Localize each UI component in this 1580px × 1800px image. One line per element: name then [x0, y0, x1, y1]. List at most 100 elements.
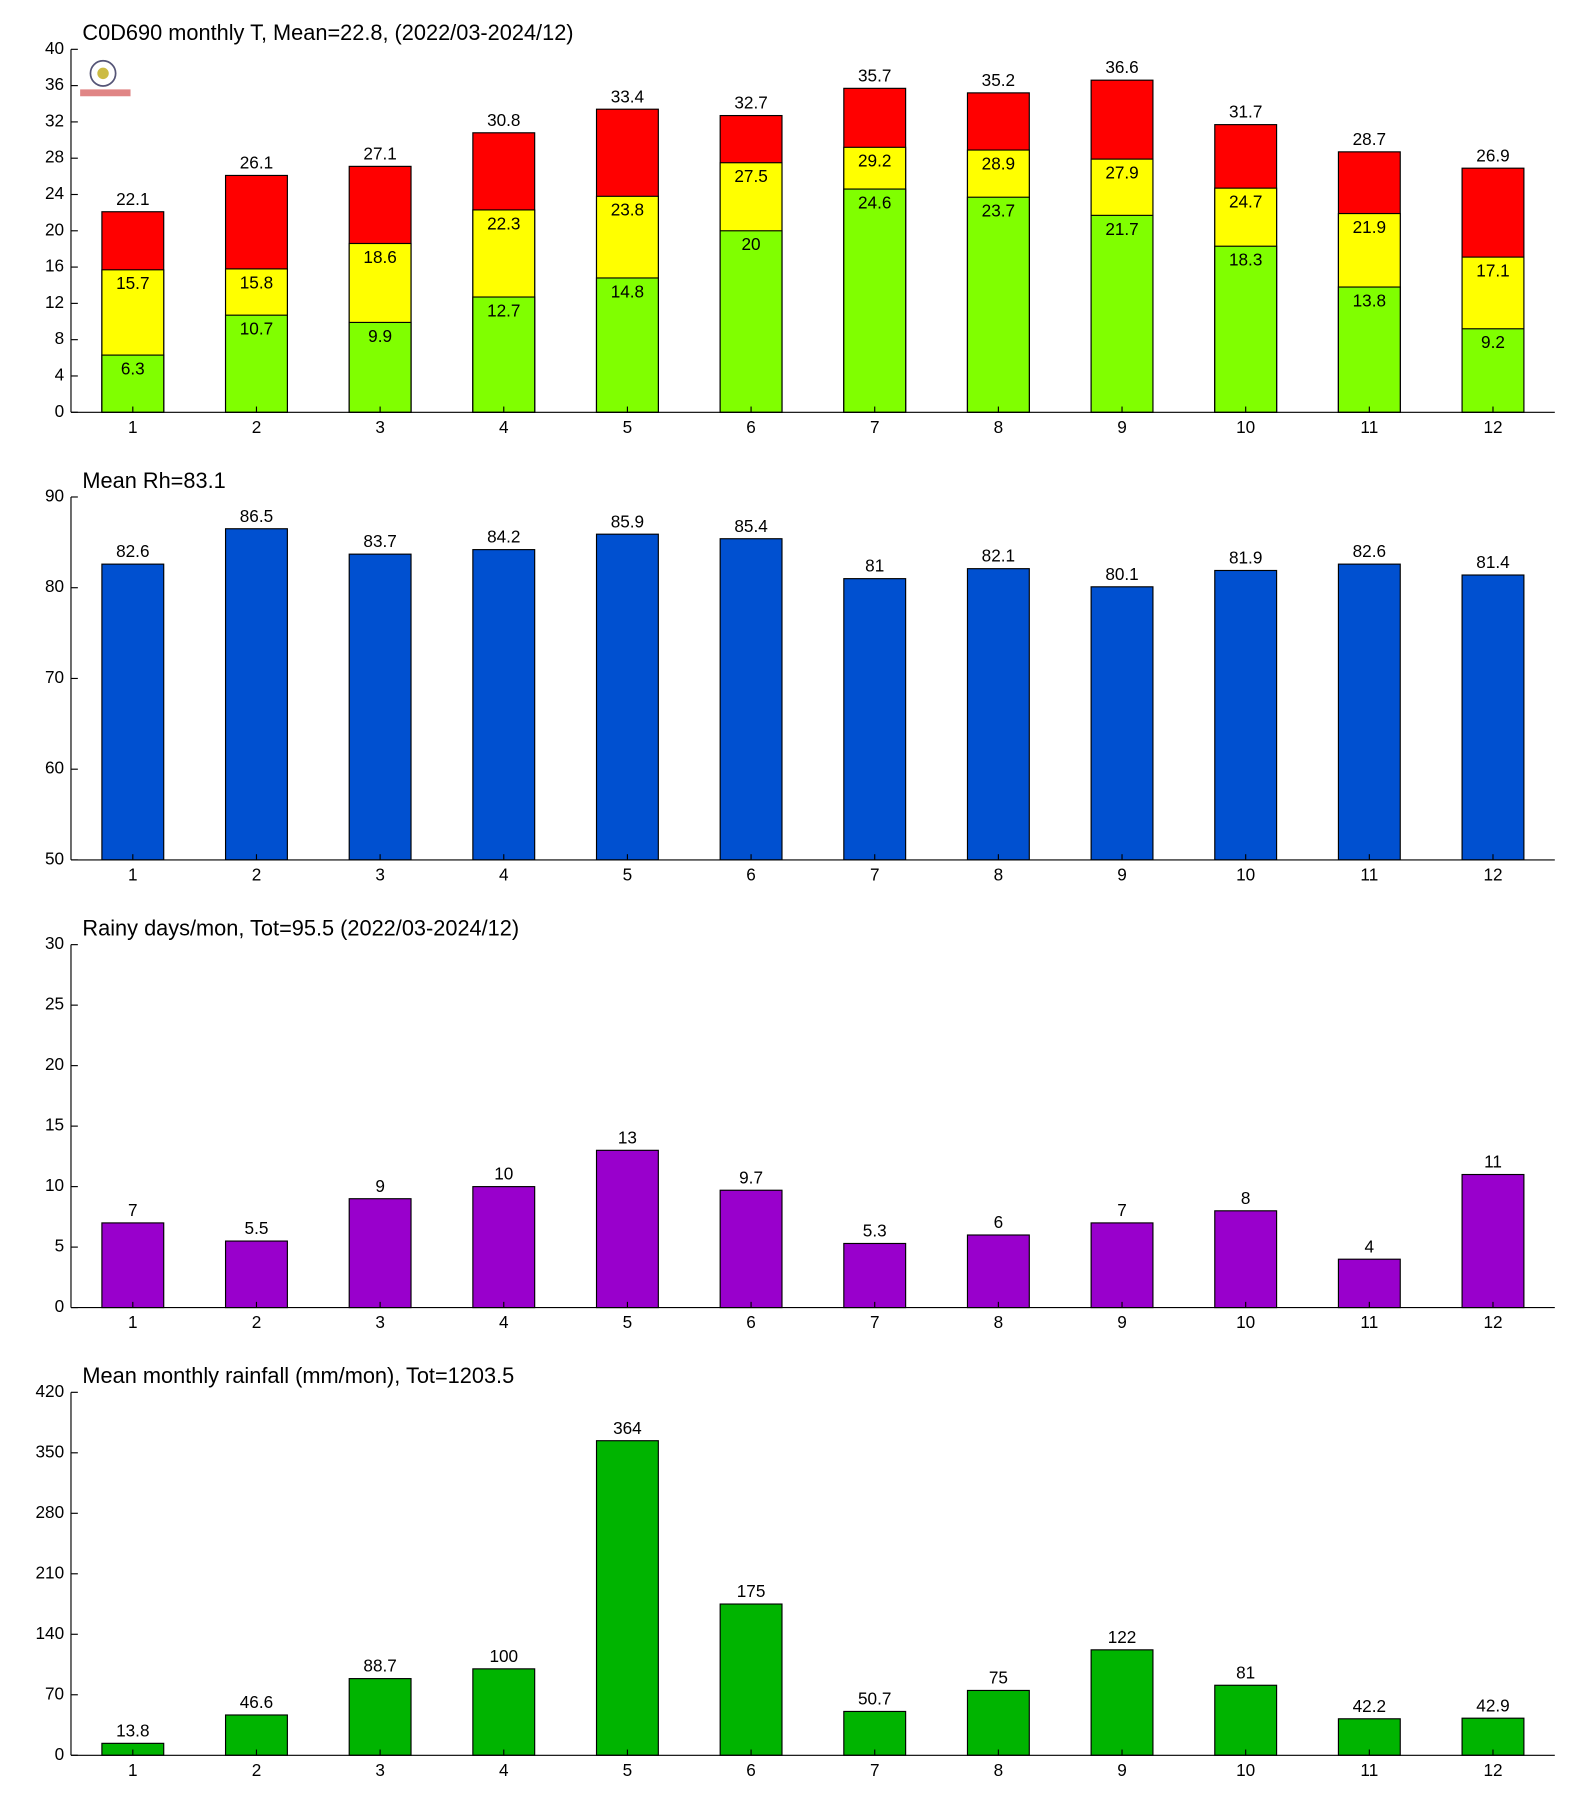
x-tick-label: 3	[375, 1312, 385, 1332]
x-tick-label: 3	[375, 417, 385, 437]
value-label: 18.6	[363, 247, 396, 267]
y-tick-label: 90	[45, 486, 64, 506]
x-tick-label: 7	[870, 1760, 880, 1780]
x-tick-label: 2	[252, 1312, 262, 1332]
value-label: 21.9	[1353, 217, 1386, 237]
y-tick-label: 140	[35, 1623, 64, 1643]
value-label: 5.3	[863, 1221, 887, 1241]
bar	[719, 1603, 783, 1756]
value-label: 9.2	[1481, 332, 1505, 352]
bar	[472, 1186, 536, 1309]
bar	[843, 1710, 907, 1756]
value-label: 83.7	[363, 531, 396, 551]
bar	[348, 1198, 412, 1309]
bar	[472, 549, 536, 861]
x-tick-label: 8	[994, 417, 1004, 437]
bar	[595, 277, 659, 413]
x-tick-label: 12	[1483, 417, 1502, 437]
bar	[1090, 1649, 1154, 1756]
value-label: 26.1	[240, 153, 273, 173]
x-tick-label: 11	[1360, 1760, 1378, 1780]
x-tick-label: 8	[994, 1760, 1004, 1780]
y-tick-label: 30	[45, 933, 64, 953]
y-tick-label: 36	[45, 74, 64, 94]
x-tick-label: 1	[128, 1312, 138, 1332]
value-label: 82.6	[116, 541, 149, 561]
value-label: 35.2	[982, 70, 1015, 90]
y-tick-label: 420	[35, 1381, 64, 1401]
x-tick-label: 2	[252, 864, 262, 884]
y-tick-label: 60	[45, 758, 64, 778]
bar	[843, 1242, 907, 1309]
x-tick-label: 11	[1360, 864, 1378, 884]
bar	[1090, 1222, 1154, 1309]
value-label: 11	[1484, 1152, 1502, 1172]
value-label: 122	[1108, 1627, 1137, 1647]
bar	[595, 533, 659, 861]
bar	[1090, 586, 1154, 861]
bar	[1214, 569, 1278, 861]
x-tick-label: 12	[1483, 1312, 1502, 1332]
bar	[1337, 563, 1401, 861]
x-tick-label: 3	[375, 1760, 385, 1780]
value-label: 33.4	[611, 86, 645, 106]
x-tick-label: 4	[499, 1312, 509, 1332]
y-tick-label: 8	[55, 328, 65, 348]
value-label: 17.1	[1476, 261, 1509, 281]
bar	[1337, 1718, 1401, 1756]
y-tick-label: 20	[45, 219, 64, 239]
value-label: 42.2	[1353, 1696, 1386, 1716]
y-tick-label: 12	[45, 292, 64, 312]
bar	[966, 568, 1030, 861]
value-label: 84.2	[487, 527, 520, 547]
value-label: 7	[128, 1200, 138, 1220]
value-label: 28.9	[982, 153, 1015, 173]
x-tick-label: 5	[623, 1312, 633, 1332]
bar	[224, 314, 288, 413]
x-tick-label: 4	[499, 1760, 509, 1780]
value-label: 81.4	[1476, 552, 1510, 572]
x-tick-label: 6	[746, 864, 756, 884]
bar	[1461, 1717, 1525, 1756]
bar	[224, 1714, 288, 1756]
value-label: 30.8	[487, 110, 520, 130]
y-tick-label: 24	[45, 183, 65, 203]
y-tick-label: 80	[45, 576, 64, 596]
x-tick-label: 9	[1117, 864, 1127, 884]
y-tick-label: 210	[35, 1562, 64, 1582]
bar	[843, 578, 907, 861]
value-label: 75	[989, 1668, 1008, 1688]
x-tick-label: 12	[1483, 1760, 1502, 1780]
value-label: 18.3	[1229, 250, 1262, 270]
y-tick-label: 4	[55, 364, 65, 384]
x-tick-label: 11	[1360, 417, 1378, 437]
value-label: 24.6	[858, 192, 891, 212]
x-tick-label: 9	[1117, 1312, 1127, 1332]
value-label: 88.7	[363, 1656, 396, 1676]
value-label: 175	[737, 1581, 766, 1601]
bar	[966, 1689, 1030, 1756]
value-label: 4	[1365, 1236, 1375, 1256]
x-tick-label: 3	[375, 864, 385, 884]
value-label: 22.1	[116, 189, 149, 209]
bar	[719, 230, 783, 413]
bar	[1337, 1258, 1401, 1309]
value-label: 13	[618, 1127, 637, 1147]
x-tick-label: 5	[623, 864, 633, 884]
bar	[966, 196, 1030, 413]
logo	[80, 59, 131, 97]
value-label: 27.1	[363, 143, 396, 163]
x-tick-label: 10	[1236, 417, 1255, 437]
value-label: 10	[494, 1164, 513, 1184]
x-tick-label: 2	[252, 417, 262, 437]
value-label: 81	[865, 556, 884, 576]
value-label: 9.9	[368, 326, 392, 346]
y-tick-label: 280	[35, 1502, 64, 1522]
x-tick-label: 4	[499, 417, 509, 437]
x-tick-label: 7	[870, 864, 880, 884]
x-tick-label: 9	[1117, 1760, 1127, 1780]
chart-title: Mean monthly rainfall (mm/mon), Tot=1203…	[82, 1363, 514, 1388]
value-label: 80.1	[1105, 564, 1138, 584]
x-tick-label: 10	[1236, 1312, 1255, 1332]
